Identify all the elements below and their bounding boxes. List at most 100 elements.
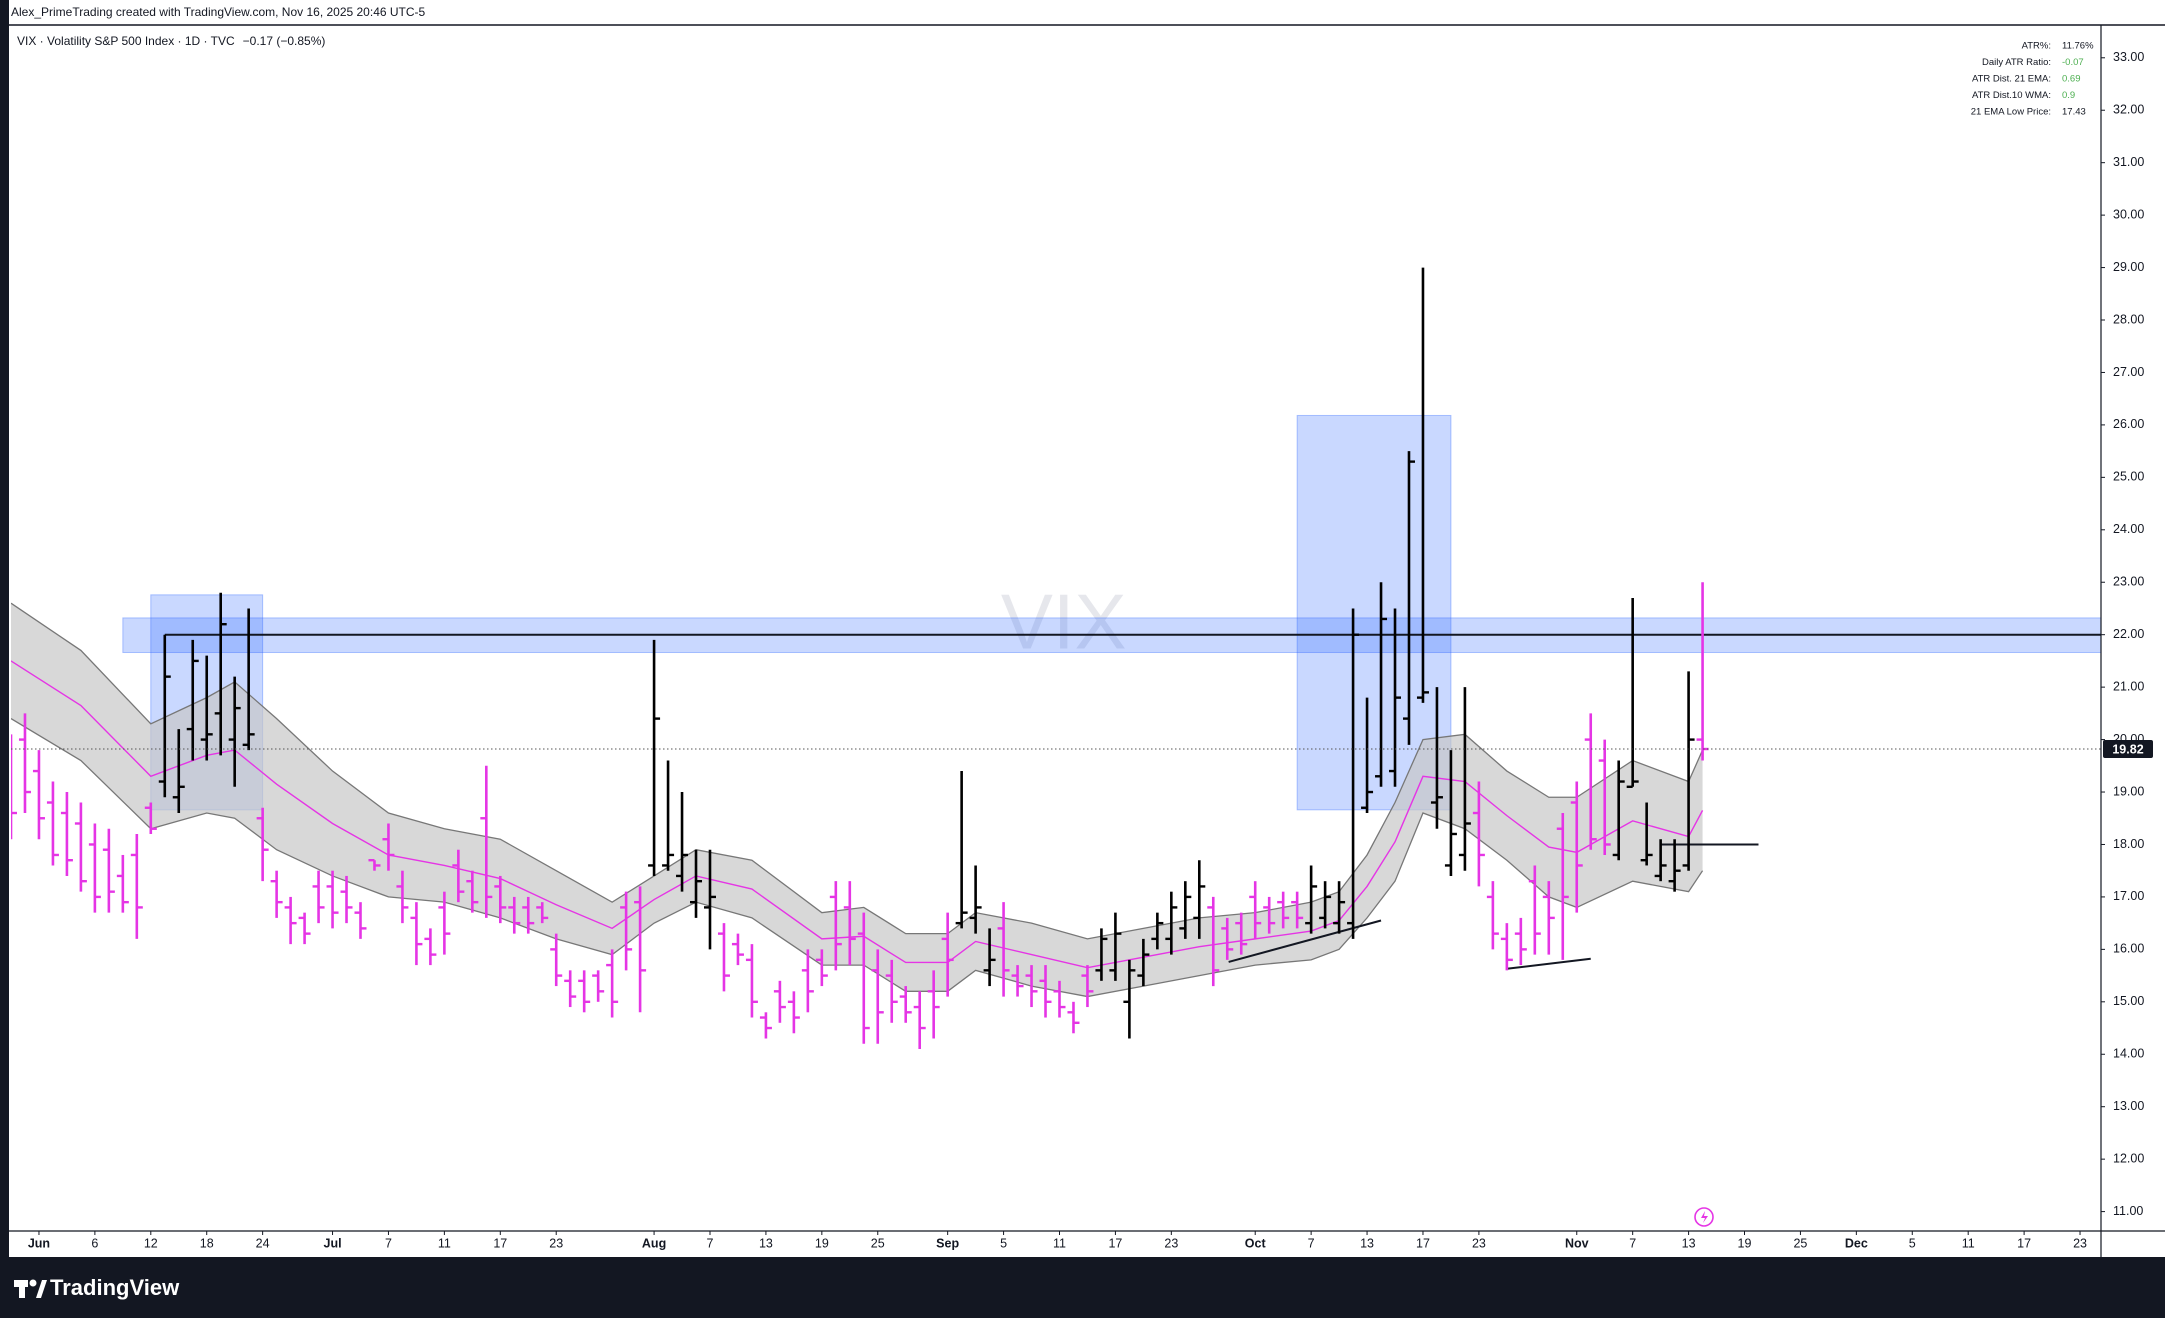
x-tick-label: 23: [1164, 1236, 1178, 1250]
ohlc-bar: [1626, 597, 1639, 788]
ohlc-bar: [787, 991, 800, 1034]
x-tick-label: 17: [1416, 1236, 1430, 1250]
ohlc-bar: [913, 991, 926, 1050]
ohlc-bar: [1095, 928, 1108, 981]
ohlc-bar: [312, 870, 325, 924]
ohlc-bar: [60, 792, 73, 876]
ohlc-bar: [158, 634, 171, 798]
ohlc-bar: [1151, 912, 1164, 950]
ohlc-bar: [578, 970, 591, 1013]
info-value: 11.76%: [2062, 41, 2094, 52]
y-tick-label: 21.00: [2113, 679, 2144, 693]
ohlc-bar: [592, 970, 605, 1002]
ohlc-bar: [927, 970, 940, 1039]
info-label: Daily ATR Ratio:: [1982, 57, 2051, 68]
logo-part: [36, 1280, 47, 1298]
ohlc-bar: [690, 849, 703, 918]
x-tick-label: Oct: [1245, 1236, 1267, 1250]
ohlc-bar: [88, 823, 101, 913]
y-tick-label: 20.00: [2113, 732, 2144, 746]
event-icon-bolt: [1701, 1211, 1708, 1223]
ohlc-bar: [1458, 687, 1471, 871]
ohlc-bar: [438, 891, 451, 955]
legend: VIX · Volatility S&P 500 Index · 1D · TV…: [17, 34, 325, 48]
x-tick-label: 17: [1108, 1236, 1122, 1250]
y-tick-label: 33.00: [2113, 50, 2144, 64]
ohlc-bar: [1067, 1001, 1080, 1034]
ohlc-bar: [899, 986, 912, 1023]
ohlc-bar: [620, 891, 633, 971]
ohlc-bar: [242, 608, 255, 751]
ohlc-bar: [662, 760, 675, 871]
ohlc-bar: [284, 896, 297, 945]
last-price-label: 19.82: [2112, 742, 2143, 756]
event-icon[interactable]: [1694, 1207, 1714, 1227]
y-tick-label: 30.00: [2113, 207, 2144, 221]
y-tick-label: 18.00: [2113, 837, 2144, 851]
ohlc-bar: [1081, 965, 1094, 1008]
x-tick-label: 11: [1962, 1236, 1975, 1250]
ohlc-bar: [745, 944, 758, 1018]
x-tick-label: Dec: [1845, 1236, 1868, 1250]
ohlc-bar: [676, 792, 689, 892]
ohlc-bar: [1528, 865, 1541, 955]
x-tick-label: Jun: [28, 1236, 50, 1250]
ohlc-bar: [759, 1012, 772, 1039]
x-tick-label: 23: [549, 1236, 563, 1250]
plot-area: VIX: [11, 267, 2101, 1050]
ohlc-bar: [214, 592, 227, 756]
brand-logo: [14, 1279, 47, 1298]
ohlc-bar: [829, 881, 842, 971]
ohlc-bar: [1249, 881, 1262, 939]
legend-change: −0.17 (−0.85%): [243, 34, 326, 48]
info-value: 0.9: [2062, 90, 2075, 101]
ohlc-bar: [955, 771, 968, 929]
x-tick-label: 7: [385, 1236, 392, 1250]
ohlc-bar: [717, 923, 730, 992]
ohlc-bar: [200, 655, 213, 761]
ohlc-bar: [1179, 881, 1192, 939]
ohlc-bar: [801, 949, 814, 1013]
ohlc-bar: [1137, 938, 1150, 987]
ohlc-bar: [1123, 959, 1136, 1039]
ohlc-bar: [1235, 912, 1248, 955]
x-tick-label: 23: [1472, 1236, 1486, 1250]
y-tick-label: 24.00: [2113, 522, 2144, 536]
ohlc-bar: [1430, 687, 1443, 829]
ohlc-bar: [1263, 896, 1276, 934]
ohlc-bar: [564, 970, 577, 1008]
x-tick-label: 18: [200, 1236, 214, 1250]
ohlc-bar: [1375, 582, 1388, 787]
ohlc-bar: [116, 854, 129, 913]
ohlc-bar: [843, 881, 856, 966]
ohlc-bar: [452, 849, 465, 903]
x-tick-label: 5: [1909, 1236, 1916, 1250]
ohlc-bar: [144, 802, 157, 834]
ohlc-bar: [1570, 781, 1583, 913]
ohlc-bar: [1668, 839, 1681, 892]
ohlc-bar: [466, 870, 479, 913]
ohlc-bar: [1025, 965, 1038, 1008]
x-tick-label: 19: [1738, 1236, 1752, 1250]
info-value: -0.07: [2062, 57, 2084, 68]
ohlc-bar: [1165, 891, 1178, 955]
x-tick-label: 13: [759, 1236, 773, 1250]
trend-line: [1228, 919, 1382, 963]
x-tick-label: 17: [493, 1236, 507, 1250]
ohlc-bar: [382, 823, 395, 871]
ohlc-bar: [1500, 923, 1513, 971]
ohlc-bar: [1193, 860, 1206, 939]
ohlc-bar: [508, 896, 521, 934]
x-tick-label: 7: [707, 1236, 714, 1250]
ohlc-bar: [1640, 802, 1653, 866]
ohlc-bar: [1402, 451, 1415, 745]
ohlc-bar: [1542, 881, 1555, 955]
y-tick-label: 15.00: [2113, 994, 2144, 1008]
ohlc-bar: [606, 949, 619, 1018]
ohlc-bar: [396, 870, 409, 924]
trend-line: [1506, 957, 1591, 970]
ohlc-bar: [256, 807, 269, 882]
y-tick-label: 31.00: [2113, 155, 2144, 169]
ohlc-bar: [228, 676, 241, 787]
